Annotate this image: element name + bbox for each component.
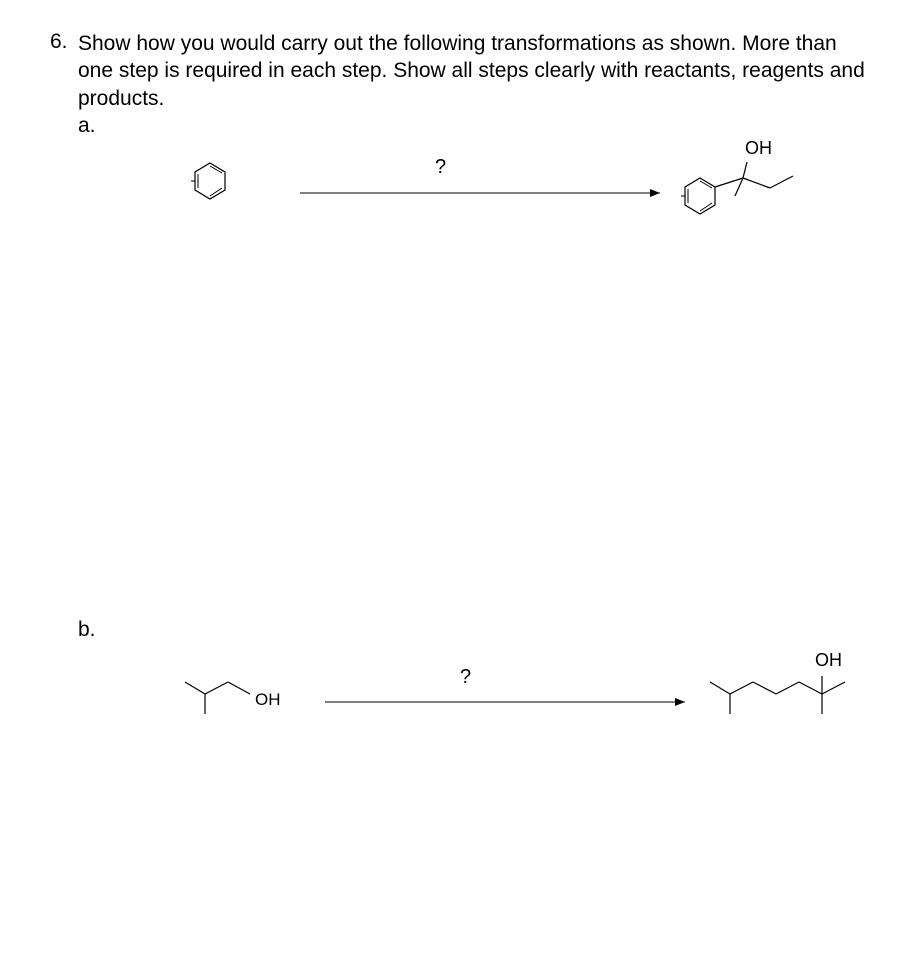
phenyl-alcohol-icon — [675, 158, 815, 218]
arrow-b — [325, 692, 695, 717]
arrow-label-a: ? — [435, 156, 446, 179]
part-a-label: a. — [78, 114, 868, 138]
part-b-container: b. OH — [50, 618, 868, 752]
part-b-label: b. — [78, 618, 868, 642]
product-a-structure — [675, 158, 815, 223]
arrow-icon — [325, 692, 695, 712]
arrow-a — [300, 183, 670, 208]
reaction-b: OH ? OH — [50, 652, 868, 752]
question-number: 6. — [50, 30, 68, 54]
product-a-oh-label: OH — [745, 138, 772, 159]
product-b-oh-label: OH — [815, 650, 842, 671]
reactant-b-oh-label: OH — [255, 690, 281, 710]
product-b-structure — [705, 670, 865, 730]
arrow-label-b: ? — [460, 666, 471, 689]
reactant-a-benzene — [185, 158, 235, 213]
benzene-icon — [185, 158, 235, 208]
question-header: 6. Show how you would carry out the foll… — [50, 30, 868, 112]
reaction-a: ? OH — [50, 148, 868, 248]
branched-alcohol-icon — [705, 670, 865, 725]
question-container: 6. Show how you would carry out the foll… — [0, 0, 918, 782]
arrow-icon — [300, 183, 670, 203]
question-text: Show how you would carry out the followi… — [78, 30, 868, 112]
